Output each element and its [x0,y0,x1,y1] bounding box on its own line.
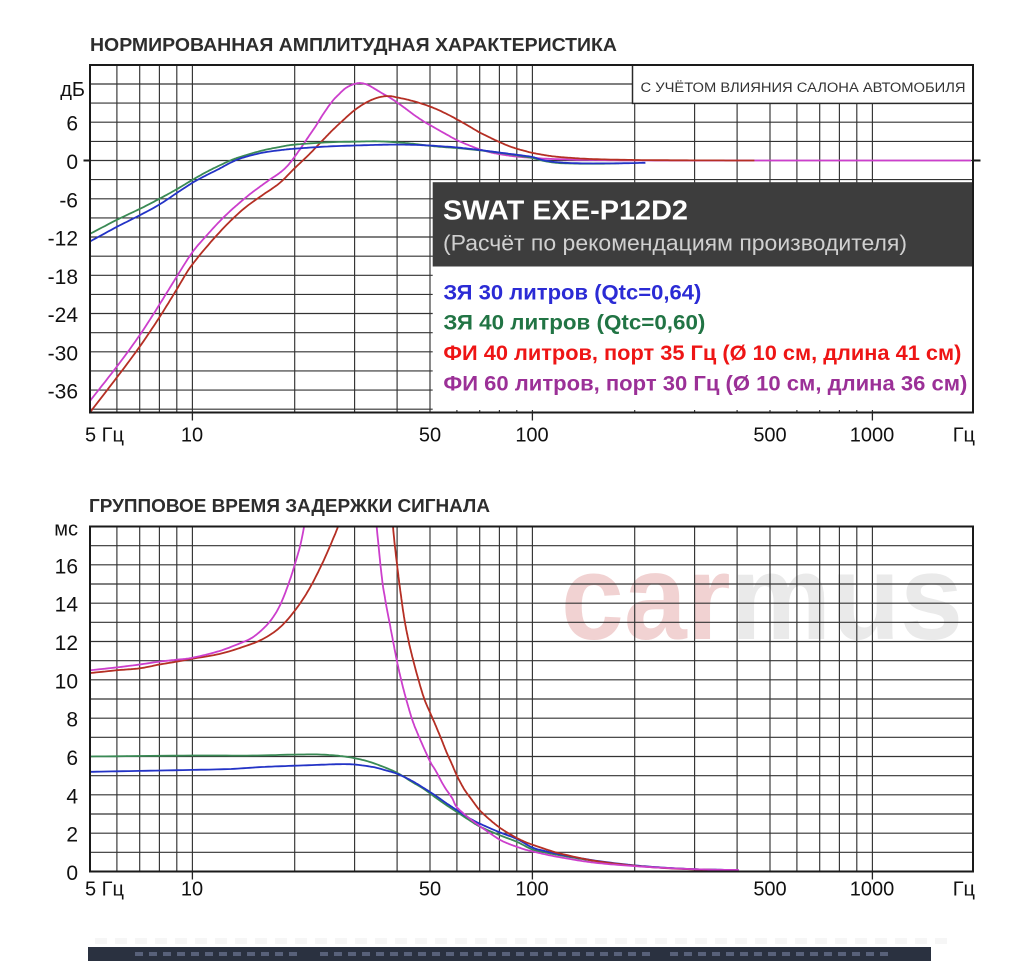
svg-text:1000: 1000 [850,425,895,447]
svg-text:ЗЯ 40 литров (Qtc=0,60): ЗЯ 40 литров (Qtc=0,60) [443,312,705,335]
svg-text:2: 2 [66,824,78,847]
svg-text:(Расчёт по рекомендациям произ: (Расчёт по рекомендациям производителя) [443,231,907,256]
svg-text:8: 8 [66,709,78,732]
svg-text:-24: -24 [48,304,79,327]
svg-text:carmus: carmus [561,529,963,665]
svg-text:50: 50 [419,425,441,447]
svg-text:-12: -12 [48,228,78,251]
svg-text:мс: мс [54,519,78,541]
svg-text:5 Гц: 5 Гц [85,425,124,447]
svg-text:12: 12 [55,632,78,655]
svg-text:10: 10 [181,425,203,447]
svg-text:Гц: Гц [953,879,975,901]
svg-text:-6: -6 [59,189,78,212]
svg-text:НОРМИРОВАННАЯ АМПЛИТУДНАЯ ХАРА: НОРМИРОВАННАЯ АМПЛИТУДНАЯ ХАРАКТЕРИСТИКА [90,35,617,55]
svg-text:50: 50 [419,879,441,901]
svg-text:6: 6 [66,747,78,770]
svg-text:14: 14 [55,594,79,617]
svg-text:1000: 1000 [850,879,895,901]
svg-text:-36: -36 [48,381,78,404]
svg-text:6: 6 [66,113,78,136]
svg-text:5 Гц: 5 Гц [85,879,124,901]
svg-text:16: 16 [55,555,78,578]
svg-text:500: 500 [753,879,786,901]
svg-text:SWAT EXE-P12D2: SWAT EXE-P12D2 [443,195,688,226]
svg-text:дБ: дБ [60,79,85,101]
svg-text:-18: -18 [48,266,78,289]
svg-text:10: 10 [181,879,203,901]
svg-text:ЗЯ 30 литров (Qtc=0,64): ЗЯ 30 литров (Qtc=0,64) [443,282,701,305]
svg-text:0: 0 [66,862,78,885]
svg-text:ФИ 60 литров, порт 30 Гц (Ø 10: ФИ 60 литров, порт 30 Гц (Ø 10 см, длина… [443,373,967,396]
svg-text:10: 10 [55,670,78,693]
svg-text:С УЧЁТОМ ВЛИЯНИЯ САЛОНА АВТОМО: С УЧЁТОМ ВЛИЯНИЯ САЛОНА АВТОМОБИЛЯ [641,80,966,95]
svg-text:Гц: Гц [953,425,975,447]
svg-text:-30: -30 [48,342,78,365]
svg-text:100: 100 [515,425,548,447]
svg-text:0: 0 [66,151,78,174]
svg-text:100: 100 [515,879,548,901]
svg-text:4: 4 [66,785,78,808]
svg-text:ГРУППОВОЕ ВРЕМЯ ЗАДЕРЖКИ СИГНА: ГРУППОВОЕ ВРЕМЯ ЗАДЕРЖКИ СИГНАЛА [89,496,490,516]
svg-text:ФИ 40 литров, порт 35 Гц (Ø 10: ФИ 40 литров, порт 35 Гц (Ø 10 см, длина… [443,342,961,365]
svg-text:500: 500 [753,425,786,447]
